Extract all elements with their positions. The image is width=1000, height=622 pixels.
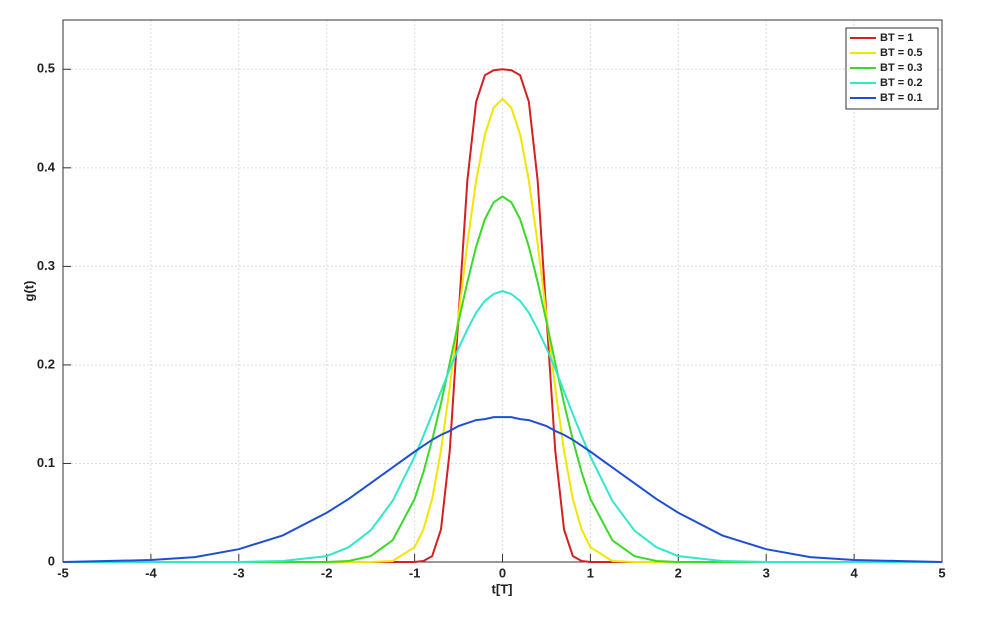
legend-label: BT = 1 — [880, 32, 913, 44]
series-line — [63, 289, 942, 563]
y-tick-label: 0.4 — [37, 159, 56, 174]
series-line — [62, 416, 943, 563]
legend-label: BT = 0.5 — [880, 47, 923, 59]
x-tick-label: -5 — [57, 565, 69, 580]
x-tick-label: -3 — [233, 565, 245, 580]
x-tick-label: 4 — [850, 565, 858, 580]
x-tick-label: -1 — [409, 565, 421, 580]
x-tick-label: 0 — [499, 565, 506, 580]
series-line — [63, 195, 942, 563]
x-axis-label: t[T] — [492, 581, 513, 596]
x-tick-label: 3 — [763, 565, 770, 580]
legend-label: BT = 0.1 — [880, 92, 923, 104]
x-tick-label: -4 — [145, 565, 157, 580]
y-tick-label: 0 — [48, 553, 55, 568]
x-tick-label: -2 — [321, 565, 333, 580]
plot-frame — [62, 19, 943, 563]
x-tick-label: 5 — [938, 565, 945, 580]
y-axis-label: g(t) — [21, 281, 36, 302]
legend-label: BT = 0.2 — [880, 77, 923, 89]
y-tick-label: 0.2 — [37, 356, 55, 371]
x-tick-label: 1 — [587, 565, 594, 580]
y-tick-label: 0.3 — [37, 258, 55, 273]
y-tick-label: 0.5 — [37, 61, 55, 76]
y-tick-label: 0.1 — [37, 455, 55, 470]
legend-label: BT = 0.3 — [880, 62, 923, 74]
x-tick-label: 2 — [675, 565, 682, 580]
